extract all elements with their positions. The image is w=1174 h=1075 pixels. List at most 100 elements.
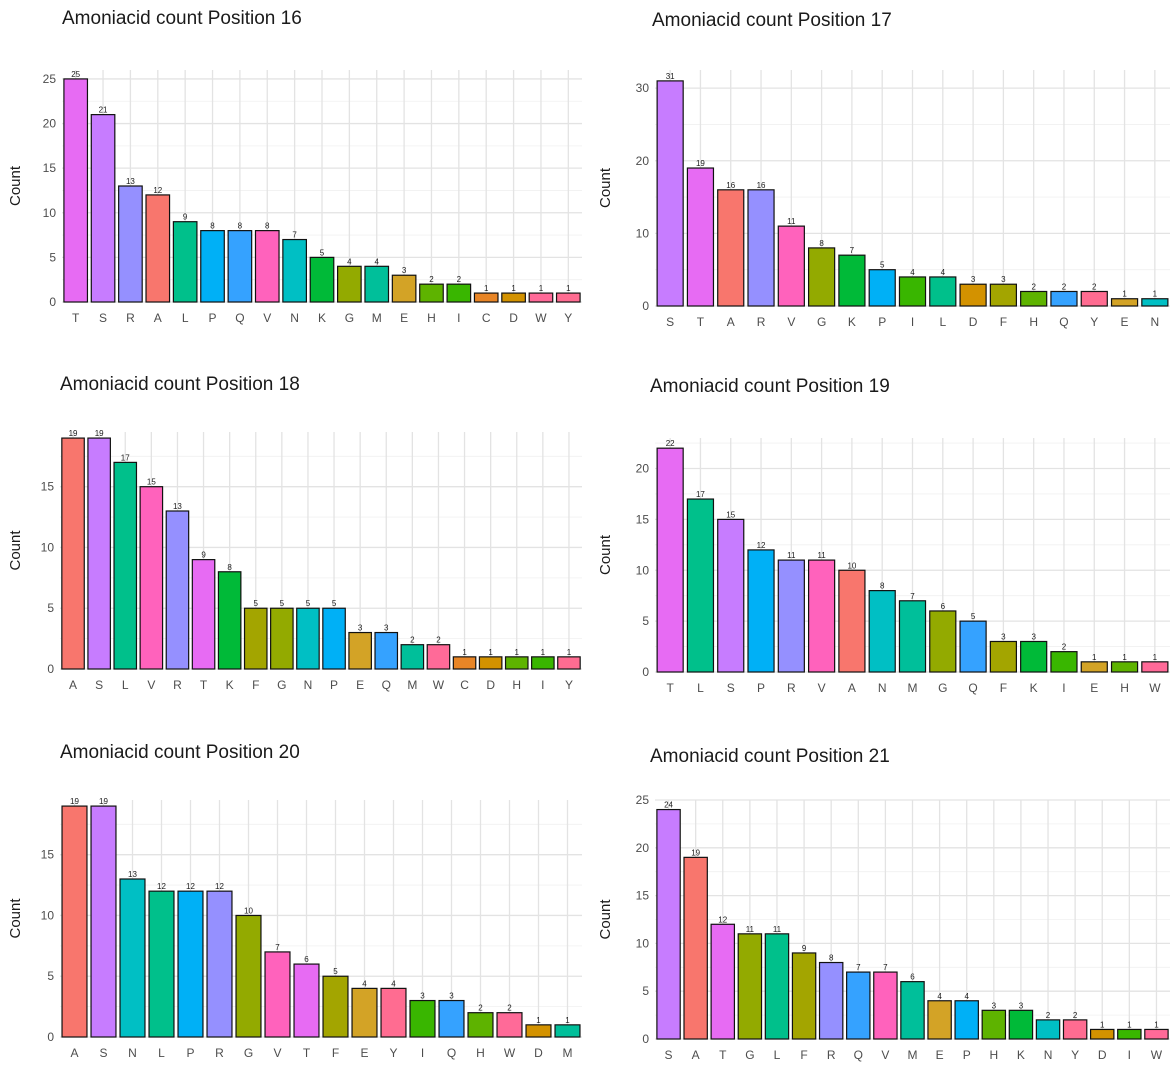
- bar-L: [929, 276, 957, 307]
- y-tick-label: 0: [642, 1032, 649, 1046]
- bar-E: [391, 274, 417, 303]
- x-tick-label: N: [878, 681, 887, 695]
- x-tick-label: A: [727, 315, 735, 329]
- y-tick-label: 15: [41, 480, 55, 494]
- bar-L: [686, 498, 715, 673]
- data-label: 8: [829, 954, 834, 963]
- data-label: 3: [971, 275, 976, 284]
- data-label: 13: [126, 177, 135, 186]
- x-tick-label: K: [1030, 681, 1038, 695]
- x-tick-label: G: [345, 311, 354, 325]
- x-tick-label: I: [1128, 1048, 1131, 1062]
- data-label: 3: [1031, 632, 1036, 641]
- data-label: 11: [817, 551, 826, 560]
- bar-P: [868, 269, 896, 307]
- bar-T: [656, 447, 684, 673]
- data-label: 4: [941, 268, 946, 277]
- data-label: 3: [358, 624, 363, 633]
- bar-Q: [374, 631, 399, 670]
- x-tick-label: Q: [447, 1046, 456, 1060]
- data-label: 9: [201, 551, 206, 560]
- x-tick-label: N: [290, 311, 299, 325]
- data-label: 1: [511, 284, 516, 293]
- data-label: 7: [856, 963, 861, 972]
- bar-A: [683, 856, 708, 1040]
- x-tick-label: D: [486, 678, 495, 692]
- y-tick-label: 0: [49, 295, 56, 309]
- data-label: 4: [391, 979, 396, 988]
- data-label: 2: [457, 275, 462, 284]
- x-tick-label: E: [400, 311, 408, 325]
- x-tick-label: D: [969, 315, 978, 329]
- x-tick-label: D: [1098, 1048, 1107, 1062]
- data-label: 21: [99, 106, 108, 115]
- data-label: 5: [280, 599, 285, 608]
- bar-S: [90, 805, 117, 1038]
- data-label: 5: [332, 599, 337, 608]
- y-tick-label: 5: [642, 984, 649, 998]
- bar-Y: [1080, 290, 1108, 307]
- data-label: 1: [541, 648, 546, 657]
- bar-S: [656, 808, 681, 1040]
- bar-G: [270, 607, 294, 670]
- bar-A: [61, 437, 85, 670]
- x-tick-label: W: [535, 311, 547, 325]
- data-label: 12: [215, 882, 224, 891]
- y-tick-label: 5: [47, 969, 54, 983]
- x-tick-label: F: [332, 1046, 339, 1060]
- x-tick-label: A: [848, 681, 856, 695]
- y-tick-label: 5: [642, 614, 649, 628]
- x-tick-label: R: [827, 1048, 836, 1062]
- bar-P: [954, 1000, 979, 1040]
- y-tick-label: 20: [43, 117, 57, 131]
- x-tick-label: I: [911, 315, 914, 329]
- data-label: 7: [883, 963, 888, 972]
- y-tick-label: 0: [47, 1030, 54, 1044]
- chart-panel-position-16: Amoniacid count Position 16 0 5 10 15 20 25 Co…: [0, 0, 587, 358]
- y-tick-label: 20: [636, 462, 650, 476]
- bar-H: [419, 283, 444, 303]
- bar-T: [686, 167, 715, 307]
- x-tick-label: R: [126, 311, 135, 325]
- x-tick-label: M: [908, 681, 918, 695]
- bar-W: [426, 644, 451, 670]
- bar-K: [1020, 640, 1048, 673]
- chart-title: Amoniacid count Position 21: [650, 746, 890, 767]
- y-tick-label: 25: [43, 72, 57, 86]
- bar-Y: [555, 292, 581, 303]
- data-label: 2: [1046, 1011, 1051, 1020]
- data-label: 12: [153, 186, 162, 195]
- bar-G: [929, 610, 957, 673]
- chart-title: Amoniacid count Position 20: [60, 742, 300, 763]
- x-tick-label: S: [666, 315, 674, 329]
- bar-H: [1110, 661, 1139, 673]
- x-tick-label: I: [541, 678, 544, 692]
- x-tick-label: K: [848, 315, 856, 329]
- x-tick-label: A: [692, 1048, 700, 1062]
- data-label: 4: [375, 257, 380, 266]
- data-label: 19: [70, 797, 79, 806]
- grid: [60, 800, 582, 1038]
- y-tick-label: 10: [43, 206, 57, 220]
- data-label: 10: [847, 561, 856, 570]
- data-label: 4: [964, 992, 969, 1001]
- x-tick-label: M: [908, 1048, 918, 1062]
- x-tick-label: T: [719, 1048, 727, 1062]
- grid: [60, 432, 582, 670]
- bar-chart: 0510152025Count24S19A12T11G11L9F8R7Q7V6M…: [597, 793, 1170, 1062]
- x-tick-label: I: [421, 1046, 424, 1060]
- bar-Y: [1062, 1019, 1088, 1040]
- x-tick-label: N: [1151, 315, 1160, 329]
- bar-R: [118, 185, 143, 303]
- data-label: 8: [880, 582, 885, 591]
- data-label: 12: [718, 915, 727, 924]
- bar-Y: [557, 656, 581, 670]
- data-label: 1: [515, 648, 520, 657]
- x-tick-label: L: [939, 315, 946, 329]
- bar-P: [322, 607, 346, 670]
- data-label: 13: [173, 502, 182, 511]
- x-tick-label: S: [727, 681, 735, 695]
- bar-F: [989, 283, 1018, 307]
- data-label: 2: [410, 636, 415, 645]
- x-tick-label: P: [186, 1046, 194, 1060]
